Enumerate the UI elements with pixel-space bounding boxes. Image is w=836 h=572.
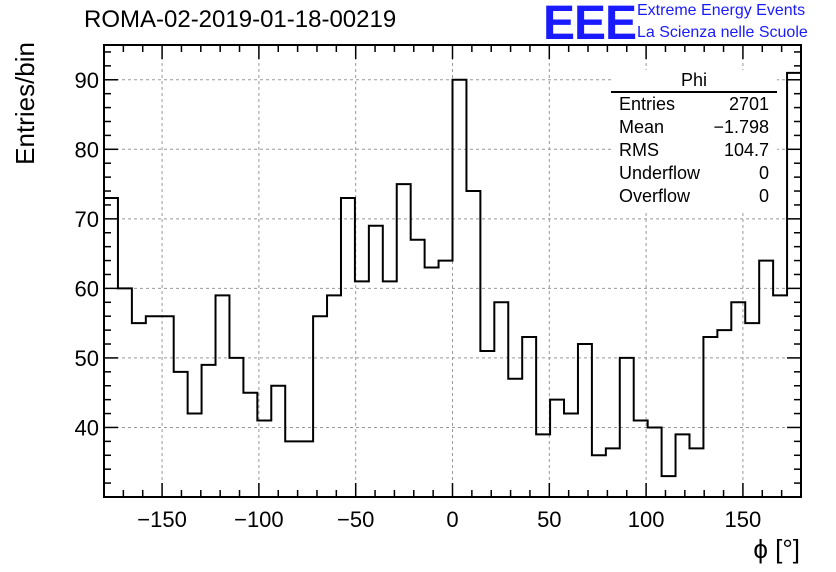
x-axis-title: ϕ [°]	[753, 534, 800, 564]
x-tick-label: −100	[234, 507, 284, 532]
y-tick-labels: 40 50 60 70 80 90	[75, 68, 99, 441]
x-tick-label: 100	[628, 507, 665, 532]
stats-rows: Entries 2701 Mean −1.798 RMS 104.7 Underflow 0 O…	[619, 94, 769, 206]
stats-row-value: 0	[759, 163, 769, 183]
stats-row-value: −1.798	[713, 117, 769, 137]
stats-row-value: 104.7	[724, 140, 769, 160]
y-tick-label: 40	[75, 415, 99, 440]
stats-row-label: Entries	[619, 94, 675, 114]
stats-row-label: Mean	[619, 117, 664, 137]
brand-line-1: Extreme Energy Events	[637, 2, 806, 19]
brand-line-2: La Scienza nelle Scuole	[637, 24, 808, 41]
x-tick-label: −150	[137, 507, 187, 532]
y-tick-label: 50	[75, 346, 99, 371]
chart-title: ROMA-02-2019-01-18-00219	[84, 6, 397, 33]
y-tick-label: 60	[75, 276, 99, 301]
stats-box-background	[611, 70, 777, 210]
y-tick-label: 70	[75, 207, 99, 232]
stats-row-value: 0	[759, 186, 769, 206]
stats-row-label: RMS	[619, 140, 659, 160]
stats-title: Phi	[681, 70, 707, 90]
y-axis-title: Entries/bin	[10, 42, 40, 165]
stats-row-label: Overflow	[619, 186, 691, 206]
axis-ticks	[104, 45, 801, 497]
stats-row-label: Underflow	[619, 163, 701, 183]
y-tick-label: 80	[75, 137, 99, 162]
stats-box: Phi Entries 2701 Mean −1.798 RMS 104.7 Underfl…	[611, 70, 777, 210]
x-tick-label: 150	[725, 507, 762, 532]
x-tick-label: 50	[537, 507, 561, 532]
y-tick-label: 90	[75, 68, 99, 93]
x-tick-label: 0	[446, 507, 458, 532]
histogram-line	[103, 71, 802, 497]
x-tick-labels: −150 −100 −50 0 50 100 150	[137, 507, 761, 532]
eee-logo: EEE	[543, 0, 637, 50]
stats-row-value: 2701	[729, 94, 769, 114]
x-tick-label: −50	[337, 507, 374, 532]
